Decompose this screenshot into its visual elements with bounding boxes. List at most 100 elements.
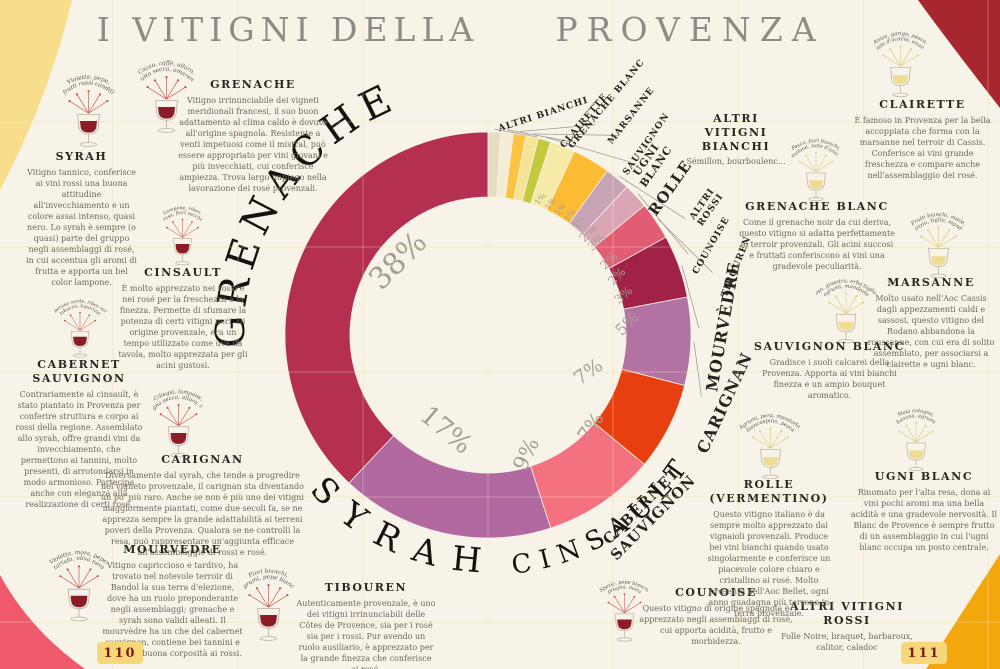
- aroma-spray-dot: [181, 218, 184, 221]
- glass-bowl: [67, 588, 91, 610]
- aroma-spray-dot: [159, 413, 162, 416]
- glass-bowl: [614, 613, 635, 631]
- aroma-spray-line: [166, 227, 183, 238]
- wine-fill: [73, 336, 87, 347]
- aroma-spray-line: [614, 596, 625, 613]
- aroma-spray-line: [608, 602, 625, 613]
- wine-fill: [762, 457, 779, 467]
- variety-block-sauvignon-blanc: SAUVIGNON BLANC Gradisce i suoli calcare…: [752, 340, 907, 401]
- aroma-spray-dot: [925, 424, 927, 427]
- aroma-spray-dot: [937, 226, 940, 229]
- donut-label-altri-bianchi: ALTRI BIANCHI: [496, 96, 589, 135]
- glass-foot: [808, 197, 824, 202]
- aroma-spray-dot: [798, 160, 801, 163]
- glass-bowl: [173, 238, 192, 256]
- wine-glass-rolle: Agrumi, pera, mandorla,biancospino, pesc…: [740, 398, 801, 482]
- aroma-spray-line: [160, 414, 179, 426]
- percent-label-clairette: 1%: [543, 196, 558, 212]
- variety-name: CABERNET SAUVIGNON: [32, 358, 126, 385]
- wine-fill: [79, 121, 98, 133]
- glass-svg: Pesca, fiori bianchi,melone, note d'anic…: [787, 124, 842, 202]
- aroma-spray-dot: [96, 575, 99, 578]
- aroma-spray-dot: [68, 100, 71, 103]
- variety-name: ALTRI VITIGNI BIANCHI: [701, 112, 771, 153]
- page-title-left: I VITIGNI DELLA: [96, 10, 480, 49]
- aroma-spray-dot: [780, 430, 782, 433]
- glass-svg: Violetta, pepe,frutti rossi canditi: [61, 75, 115, 147]
- aroma-spray-dot: [79, 311, 81, 314]
- aroma-spray-dot: [286, 594, 289, 597]
- aroma-spray-dot: [920, 235, 923, 238]
- aroma-spray-line: [915, 431, 933, 443]
- aroma-spray-dot: [77, 565, 81, 568]
- aroma-spray-dot: [172, 221, 174, 223]
- percent-label-mourv-dre: 5%: [611, 308, 642, 339]
- donut-segment-tibouren: [593, 205, 667, 270]
- aroma-spray-dot: [805, 154, 807, 157]
- variety-block-cinsault: CINSAULT È molto apprezzato nei rossi e …: [118, 266, 248, 371]
- aroma-spray-line: [900, 55, 918, 67]
- page-number-right: 111: [901, 642, 947, 664]
- donut-segment-altri-bianchi: [487, 131, 502, 198]
- percent-label-carignan: 7%: [570, 354, 607, 389]
- glass-foot: [892, 92, 909, 97]
- aroma-spray-line: [770, 437, 788, 449]
- variety-description: Autenticamente provenzale, è uno dei vit…: [296, 598, 436, 669]
- glass-bowl: [167, 426, 190, 446]
- aroma-spray-line: [759, 431, 771, 449]
- donut-label-marsanne: MARSANNE: [606, 86, 657, 147]
- aroma-spray-line: [753, 437, 771, 449]
- donut-segment-cinsault: [530, 422, 645, 529]
- variety-name: CLAIRETTE: [879, 98, 966, 111]
- aroma-spray-dot: [184, 86, 187, 89]
- aroma-spray-dot: [69, 314, 72, 317]
- variety-block-tibouren: TIBOUREN Autenticamente provenzale, è un…: [296, 581, 436, 669]
- aroma-spray-dot: [910, 48, 912, 51]
- glass-bowl: [760, 449, 781, 468]
- aroma-spray-line: [805, 155, 817, 173]
- wine-glass-tibouren: Fiori bianchi,agrumi, pepe bianco: [235, 552, 302, 644]
- aroma-spray-dot: [94, 319, 97, 322]
- variety-block-carignan: CARIGNAN Diversamente dal syrah, che ten…: [100, 453, 305, 558]
- aroma-spray-dot: [889, 48, 891, 51]
- donut-segment-grenache-blanc: [504, 133, 527, 200]
- aroma-spray-dot: [899, 45, 902, 48]
- aroma-spray-dot: [834, 295, 837, 298]
- label-leader-line: [545, 136, 631, 163]
- aroma-spray-dot: [752, 436, 755, 439]
- glass-bowl: [77, 113, 100, 135]
- variety-name: ALTRI VITIGNI ROSSI: [789, 600, 905, 627]
- aroma-spray-line: [268, 588, 281, 608]
- aroma-spray-dot: [916, 54, 919, 57]
- aroma-spray-dot: [88, 314, 91, 317]
- aroma-spray-line: [921, 236, 939, 248]
- wine-fill: [175, 244, 190, 254]
- aroma-spray-dot: [255, 587, 258, 590]
- aroma-spray-line: [79, 320, 96, 331]
- aroma-spray-line: [815, 155, 827, 173]
- aroma-spray-dot: [786, 436, 789, 439]
- wine-glass-sauvignon-blanc: Bosso, ginestra, erba tagliata,agrumi, m…: [816, 264, 876, 346]
- wine-fill: [838, 321, 854, 331]
- variety-description: Gradisce i suoli calcarei della Provenza…: [762, 357, 897, 400]
- aroma-spray-dot: [63, 319, 66, 322]
- variety-block-marsanne: MARSANNE Molto usato nell'Aoc Cassis dag…: [866, 276, 996, 370]
- donut-segment-sauvignon: [521, 137, 552, 205]
- glass-svg: Ciliegia, lampone,prugna secca, alloro, …: [147, 374, 204, 458]
- aroma-spray-line: [88, 94, 101, 114]
- donut-segment-cabernet-sauvignon: [593, 368, 686, 465]
- percent-label-cabernet-sauvignon: 7%: [573, 408, 608, 445]
- variety-description: È famoso in Provenza per la bella accopp…: [854, 115, 991, 180]
- wine-fill: [170, 433, 187, 444]
- glass-svg: Fiori bianchi,agrumi, pepe bianco: [235, 552, 296, 641]
- donut-segment-syrah: [348, 435, 552, 539]
- glass-foot: [617, 637, 632, 642]
- aroma-spray-line: [88, 100, 108, 114]
- aroma-spray-dot: [927, 229, 929, 232]
- aroma-spray-dot: [954, 235, 957, 238]
- glass-foot: [908, 467, 924, 472]
- aroma-spray-line: [167, 407, 179, 426]
- aroma-spray-dot: [828, 301, 830, 304]
- glass-bowl: [806, 172, 826, 191]
